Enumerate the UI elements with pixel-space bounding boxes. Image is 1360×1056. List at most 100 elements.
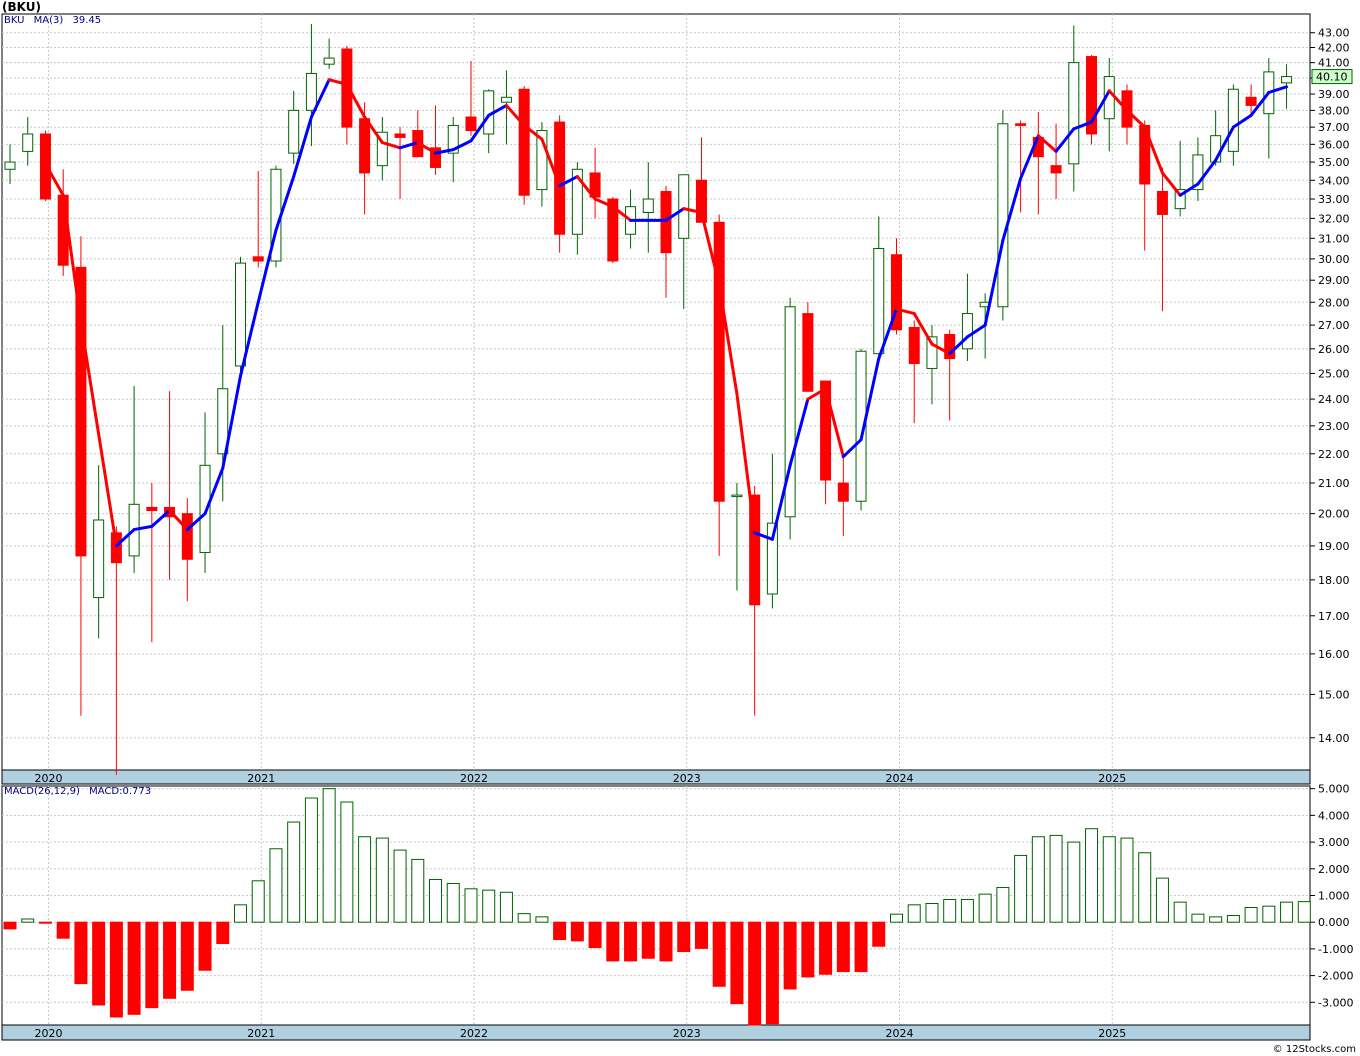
- macd-bar: [1014, 854, 1028, 923]
- ma-line-segment: [274, 175, 296, 232]
- macd-bar: [1226, 915, 1240, 923]
- candle-body: [678, 174, 690, 239]
- price-tick-label: 37.00: [1318, 121, 1350, 134]
- macd-bar: [287, 821, 301, 923]
- price-tick-label: 33.00: [1318, 193, 1350, 206]
- ma-line-segment: [841, 438, 863, 459]
- candle-body: [181, 513, 193, 560]
- macd-bar: [624, 921, 638, 962]
- macd-bar: [748, 921, 762, 1026]
- macd-tick-label: -3.000: [1318, 996, 1353, 1009]
- candle-body: [305, 72, 317, 111]
- price-tick-label: 16.00: [1318, 648, 1350, 661]
- candle-body: [288, 109, 300, 154]
- candle-body: [820, 380, 832, 481]
- macd-tick-label: 3.000: [1318, 836, 1350, 849]
- macd-tick-label: 4.000: [1318, 809, 1350, 822]
- year-label: 2025: [1098, 1027, 1126, 1040]
- macd-bar: [641, 921, 655, 959]
- macd-bar: [375, 837, 389, 923]
- ma-line-segment: [1249, 90, 1271, 117]
- ma-line-segment: [770, 463, 792, 541]
- year-label: 2022: [460, 772, 488, 785]
- candle-body: [447, 124, 459, 154]
- ma-line-segment: [185, 512, 207, 532]
- ma-line-segment: [451, 139, 473, 152]
- macd-bar: [1280, 901, 1294, 923]
- macd-bar: [1173, 901, 1187, 923]
- price-tick-label: 38.00: [1318, 104, 1350, 117]
- macd-bar: [482, 889, 496, 923]
- ma-line-segment: [806, 387, 828, 401]
- macd-bar: [1067, 841, 1081, 923]
- macd-bar: [943, 898, 957, 923]
- macd-bar: [127, 921, 141, 1015]
- ma-line-segment: [1019, 134, 1040, 180]
- price-tick-label: 32.00: [1318, 212, 1350, 225]
- price-tick-label: 42.00: [1318, 41, 1350, 54]
- ma-line-segment: [1143, 125, 1164, 175]
- ma-line-segment: [345, 82, 367, 119]
- macd-tick-label: 1.000: [1318, 889, 1350, 902]
- price-tick-label: 28.00: [1318, 296, 1350, 309]
- ma-line-segment: [717, 283, 739, 396]
- legend-macd-value: MACD:0.773: [89, 786, 152, 797]
- year-label: 2022: [460, 1027, 488, 1040]
- ma-line-segment: [735, 392, 757, 535]
- candle-body: [234, 262, 246, 367]
- price-tick-label: 41.00: [1318, 57, 1350, 70]
- candle-body: [891, 254, 902, 331]
- last-price-label: 40.10: [1316, 71, 1348, 84]
- legend-ma-label: MA(3): [33, 15, 64, 26]
- ma-line-segment: [79, 321, 101, 436]
- ma-line-segment: [487, 103, 508, 117]
- macd-bar: [1031, 836, 1045, 923]
- year-label: 2021: [247, 1027, 275, 1040]
- macd-tick-label: -1.000: [1318, 943, 1353, 956]
- macd-bar: [56, 921, 70, 939]
- candle-body: [1227, 88, 1239, 152]
- candle-body: [961, 313, 973, 350]
- ma-line-segment: [522, 123, 544, 141]
- ma-line-segment: [504, 103, 526, 127]
- ma-line-segment: [292, 115, 313, 179]
- ma-line-segment: [965, 323, 987, 339]
- candle-body: [22, 133, 34, 152]
- macd-bar: [730, 921, 744, 1005]
- legend-ma-value: 39.45: [72, 15, 102, 26]
- candle-body: [394, 133, 406, 138]
- macd-bar: [1085, 828, 1099, 923]
- macd-bar: [92, 921, 106, 1006]
- ma-line-segment: [540, 137, 562, 188]
- price-tick-label: 31.00: [1318, 232, 1350, 245]
- macd-legend: MACD(26,12,9) MACD:0.773: [4, 786, 157, 797]
- ma-line-segment: [256, 228, 278, 304]
- candle-body: [660, 190, 672, 254]
- candle-body: [944, 333, 956, 360]
- macd-bar: [1138, 852, 1152, 923]
- price-tick-label: 19.00: [1318, 540, 1350, 553]
- candle-body: [731, 494, 743, 498]
- year-label: 2023: [673, 1027, 701, 1040]
- ma-line-segment: [859, 357, 881, 442]
- ma-line-segment: [1072, 120, 1094, 131]
- candle-body: [1192, 154, 1204, 191]
- macd-bar: [1120, 837, 1134, 923]
- year-label: 2025: [1098, 772, 1126, 785]
- candle-body: [855, 350, 867, 502]
- price-tick-label: 30.00: [1318, 253, 1350, 266]
- macd-bar: [836, 921, 850, 973]
- candle-body: [110, 532, 122, 564]
- macd-bar: [358, 836, 372, 923]
- year-label: 2021: [247, 772, 275, 785]
- year-label: 2024: [886, 1027, 914, 1040]
- candle-body: [359, 118, 371, 174]
- macd-bar: [1244, 907, 1258, 923]
- macd-bar: [960, 898, 974, 923]
- ma-line-segment: [1214, 125, 1235, 162]
- candle-body: [1174, 189, 1186, 210]
- macd-bar: [446, 882, 460, 923]
- ma-line-segment: [380, 141, 402, 150]
- macd-bar: [393, 849, 407, 923]
- ma-line-segment: [1107, 89, 1129, 112]
